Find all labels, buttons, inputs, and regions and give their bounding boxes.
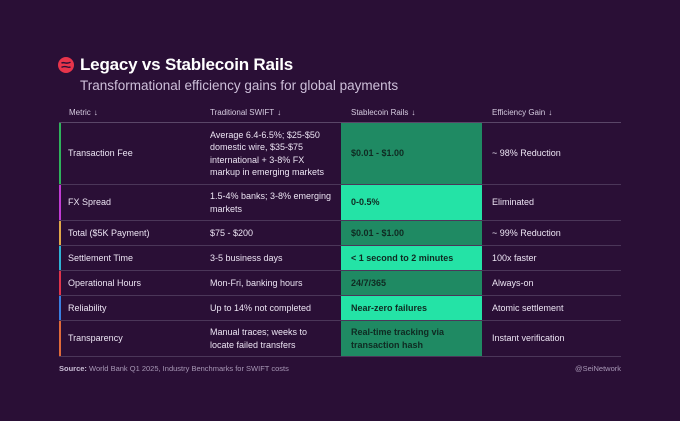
table-header-row: Metric ↓ Traditional SWIFT ↓ Stablecoin Ra… — [59, 102, 621, 123]
stablecoin-cell: Real-time tracking via transaction hash — [341, 320, 482, 357]
sei-logo-icon — [58, 57, 74, 73]
handle: @SeiNetwork — [575, 364, 621, 373]
metric-cell: Settlement Time — [59, 245, 200, 271]
table-row: Settlement Time 3-5 business days < 1 seco… — [59, 245, 621, 271]
swift-cell: Mon-Fri, banking hours — [200, 270, 341, 296]
stablecoin-cell: < 1 second to 2 minutes — [341, 245, 482, 271]
table-row: Reliability Up to 14% not completed Near-z… — [59, 295, 621, 321]
column-header-metric[interactable]: Metric ↓ — [59, 102, 200, 123]
source-note: Source: World Bank Q1 2025, Industry Ben… — [59, 364, 289, 373]
row-accent-bar — [59, 321, 61, 356]
stablecoin-cell: $0.01 - $1.00 — [341, 122, 482, 185]
gain-cell: ~ 99% Reduction — [482, 220, 621, 246]
column-header-stablecoin-rails[interactable]: Stablecoin Rails ↓ — [341, 102, 482, 123]
table-row: Transparency Manual traces; weeks to loca… — [59, 320, 621, 357]
arrow-down-icon: ↓ — [277, 107, 282, 117]
table-row: Transaction Fee Average 6.4-6.5%; $25-$50… — [59, 122, 621, 185]
table-row: FX Spread 1.5-4% banks; 3-8% emerging mar… — [59, 184, 621, 221]
metric-cell: Reliability — [59, 295, 200, 321]
swift-cell: Up to 14% not completed — [200, 295, 341, 321]
row-accent-bar — [59, 185, 61, 220]
gain-cell: 100x faster — [482, 245, 621, 271]
stablecoin-cell: Near-zero failures — [341, 295, 482, 321]
stablecoin-cell: $0.01 - $1.00 — [341, 220, 482, 246]
comparison-table: Metric ↓ Traditional SWIFT ↓ Stablecoin Ra… — [59, 102, 621, 357]
row-accent-bar — [59, 296, 61, 320]
column-header-efficiency-gain[interactable]: Efficiency Gain ↓ — [482, 102, 621, 123]
footer: Source: World Bank Q1 2025, Industry Ben… — [59, 364, 621, 373]
row-accent-bar — [59, 221, 61, 245]
table-row: Operational Hours Mon-Fri, banking hours 2… — [59, 270, 621, 296]
metric-cell: Transparency — [59, 320, 200, 357]
arrow-down-icon: ↓ — [548, 107, 553, 117]
row-accent-bar — [59, 271, 61, 295]
swift-cell: Average 6.4-6.5%; $25-$50 domestic wire,… — [200, 122, 341, 185]
arrow-down-icon: ↓ — [93, 107, 98, 117]
row-accent-bar — [59, 246, 61, 270]
table-row: Total ($5K Payment) $75 - $200 $0.01 - $1.… — [59, 220, 621, 246]
swift-cell: $75 - $200 — [200, 220, 341, 246]
gain-cell: ~ 98% Reduction — [482, 122, 621, 185]
stablecoin-cell: 24/7/365 — [341, 270, 482, 296]
title-row: Legacy vs Stablecoin Rails — [58, 55, 638, 75]
arrow-down-icon: ↓ — [411, 107, 416, 117]
metric-cell: Total ($5K Payment) — [59, 220, 200, 246]
page-title: Legacy vs Stablecoin Rails — [80, 55, 294, 74]
page-subtitle: Transformational efficiency gains for gl… — [80, 78, 399, 93]
swift-cell: Manual traces; weeks to locate failed tr… — [200, 320, 341, 357]
gain-cell: Atomic settlement — [482, 295, 621, 321]
header: Legacy vs Stablecoin Rails Transformatio… — [58, 55, 638, 93]
swift-cell: 1.5-4% banks; 3-8% emerging markets — [200, 184, 341, 221]
row-accent-bar — [59, 123, 61, 184]
column-header-traditional-swift[interactable]: Traditional SWIFT ↓ — [200, 102, 341, 123]
swift-cell: 3-5 business days — [200, 245, 341, 271]
metric-cell: Transaction Fee — [59, 122, 200, 185]
gain-cell: Instant verification — [482, 320, 621, 357]
gain-cell: Always-on — [482, 270, 621, 296]
gain-cell: Eliminated — [482, 184, 621, 221]
metric-cell: FX Spread — [59, 184, 200, 221]
stablecoin-cell: 0-0.5% — [341, 184, 482, 221]
metric-cell: Operational Hours — [59, 270, 200, 296]
